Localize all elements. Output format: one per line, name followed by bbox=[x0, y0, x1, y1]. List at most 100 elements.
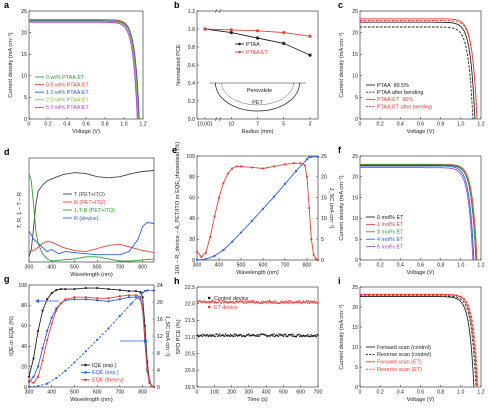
data-point bbox=[210, 335, 213, 337]
data-point bbox=[217, 335, 219, 338]
x-tick-label: 400 bbox=[47, 390, 56, 396]
y-tick-label: 19.5 bbox=[185, 385, 195, 391]
data-point bbox=[251, 334, 254, 337]
legend-label: 3 mol% ET bbox=[377, 230, 404, 236]
panel-g: 300 400 500 600 700 800 0 20 40 60 80 100 0 4 8 12 16 20 2… bbox=[4, 274, 170, 403]
x-tick-label: 0 bbox=[359, 390, 362, 396]
data-point bbox=[239, 231, 243, 234]
data-point bbox=[309, 301, 311, 303]
data-point bbox=[254, 302, 256, 304]
data-point bbox=[107, 327, 110, 330]
data-point bbox=[27, 379, 31, 382]
data-point bbox=[50, 316, 53, 319]
data-point bbox=[198, 300, 201, 302]
data-point bbox=[255, 335, 257, 337]
data-point bbox=[316, 155, 320, 158]
legend-value: 89.5% bbox=[394, 83, 409, 89]
data-point bbox=[305, 175, 309, 178]
panel-label: h bbox=[174, 276, 180, 286]
data-point bbox=[220, 334, 222, 337]
data-point bbox=[211, 334, 214, 336]
data-point bbox=[274, 300, 277, 302]
data-point bbox=[127, 296, 131, 299]
y-tick-label: 0 bbox=[24, 385, 27, 391]
data-point bbox=[59, 287, 62, 291]
data-point bbox=[312, 300, 314, 303]
data-point bbox=[272, 302, 274, 304]
x-axis-label: Wavelength (nm) bbox=[236, 270, 279, 276]
data-point bbox=[293, 301, 296, 304]
data-point bbox=[268, 301, 270, 304]
pet-arc-outer bbox=[215, 82, 300, 112]
data-point bbox=[146, 289, 149, 292]
data-point bbox=[311, 335, 313, 338]
data-point bbox=[200, 301, 203, 303]
x-tick-label: 800 bbox=[138, 390, 147, 396]
panel-label: f bbox=[338, 145, 342, 155]
y-tick-label: 80 bbox=[21, 303, 27, 309]
data-point bbox=[221, 300, 223, 302]
legend-label: Forward scan (control) bbox=[377, 345, 431, 351]
data-point bbox=[238, 300, 241, 303]
x-tick-label: 0.2 bbox=[377, 122, 384, 128]
x-tick-label: 0.8 bbox=[437, 390, 444, 396]
data-point bbox=[256, 301, 259, 304]
data-point bbox=[150, 384, 153, 388]
x-tick-label: 1.2 bbox=[477, 263, 484, 269]
y-tick-label: 0.2 bbox=[188, 99, 195, 105]
data-point bbox=[308, 302, 311, 304]
panel-label: g bbox=[4, 274, 10, 284]
x-tick-label: 400 bbox=[262, 390, 271, 396]
data-point bbox=[297, 333, 299, 336]
data-point bbox=[314, 302, 317, 304]
data-point bbox=[217, 334, 220, 337]
y-tick-label: 15 bbox=[352, 325, 358, 331]
data-point bbox=[198, 335, 200, 338]
data-point bbox=[306, 300, 308, 302]
data-point bbox=[261, 333, 263, 335]
legend-label: 4 mol% ET bbox=[377, 237, 404, 243]
data-point bbox=[201, 301, 203, 303]
data-point bbox=[224, 300, 227, 303]
data-point bbox=[317, 302, 319, 304]
data-point bbox=[270, 334, 273, 336]
y-tick-label: 80 bbox=[189, 175, 195, 181]
y2-tick-label: 16 bbox=[157, 317, 163, 323]
data-point bbox=[221, 334, 223, 336]
data-point bbox=[96, 299, 99, 302]
data-point bbox=[241, 335, 243, 338]
x-tick-label: 1.2 bbox=[139, 122, 146, 128]
y-tick-label: 0 bbox=[355, 117, 358, 123]
data-point bbox=[32, 381, 35, 385]
y-tick-label: 100 bbox=[18, 283, 27, 289]
data-point bbox=[308, 335, 311, 337]
data-point bbox=[134, 296, 137, 299]
x-axis-label: Wavelength (nm) bbox=[70, 272, 113, 278]
jv-curve bbox=[29, 20, 139, 120]
x-axis-label: Wavelength (nm) bbox=[70, 397, 113, 403]
y2-tick-label: 25 bbox=[321, 154, 327, 160]
data-point bbox=[249, 301, 252, 303]
data-point bbox=[200, 255, 203, 258]
data-point bbox=[204, 251, 207, 254]
legend-marker bbox=[84, 363, 87, 367]
data-point bbox=[281, 334, 284, 337]
data-point bbox=[239, 333, 241, 336]
data-point bbox=[36, 385, 40, 388]
data-point bbox=[238, 334, 241, 337]
data-point bbox=[302, 300, 305, 302]
data-point bbox=[213, 335, 215, 337]
data-point bbox=[259, 302, 261, 304]
data-point bbox=[230, 335, 233, 337]
data-point bbox=[312, 302, 315, 304]
data-point bbox=[275, 302, 278, 304]
data-point bbox=[84, 296, 87, 299]
y-tick-label: 20.0 bbox=[185, 368, 195, 374]
data-point bbox=[210, 334, 212, 336]
data-point bbox=[96, 286, 99, 290]
data-point bbox=[215, 333, 217, 335]
legend-label: EQE (theory) bbox=[92, 378, 124, 384]
data-point bbox=[286, 335, 288, 338]
data-point bbox=[308, 34, 312, 38]
axis-break-mark bbox=[214, 116, 218, 122]
